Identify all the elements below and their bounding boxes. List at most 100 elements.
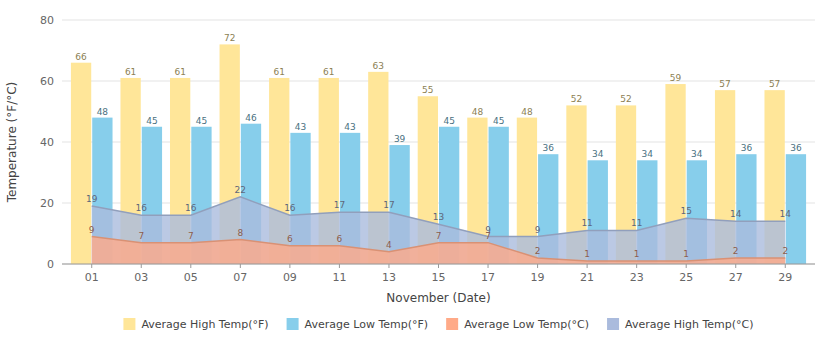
data-label: 7 bbox=[138, 231, 144, 241]
data-label: 17 bbox=[334, 200, 345, 210]
data-label: 46 bbox=[245, 113, 257, 123]
data-label: 72 bbox=[224, 33, 235, 43]
data-label: 36 bbox=[741, 143, 753, 153]
x-tick bbox=[438, 264, 439, 268]
x-tick bbox=[141, 264, 142, 268]
data-label: 43 bbox=[295, 122, 306, 132]
x-tick bbox=[735, 264, 736, 268]
x-tick-label: 01 bbox=[85, 271, 99, 284]
y-tick-label: 20 bbox=[40, 197, 54, 210]
x-tick bbox=[785, 264, 786, 268]
data-label: 39 bbox=[394, 134, 406, 144]
legend-item: Average High Temp(°C) bbox=[607, 318, 754, 331]
data-label: 57 bbox=[769, 79, 780, 89]
x-tick-label: 13 bbox=[382, 271, 396, 284]
data-label: 34 bbox=[691, 149, 703, 159]
data-label: 11 bbox=[631, 218, 642, 228]
legend-label: Average High Temp(°C) bbox=[625, 318, 754, 331]
data-label: 2 bbox=[733, 246, 739, 256]
x-tick bbox=[388, 264, 389, 268]
data-label: 15 bbox=[680, 206, 691, 216]
grid bbox=[62, 20, 815, 264]
data-label: 61 bbox=[174, 67, 185, 77]
x-tick bbox=[686, 264, 687, 268]
x-tick-label: 09 bbox=[283, 271, 297, 284]
data-label: 45 bbox=[196, 116, 207, 126]
data-label: 16 bbox=[284, 203, 296, 213]
data-label: 9 bbox=[89, 225, 95, 235]
x-tick-label: 07 bbox=[233, 271, 247, 284]
data-label: 7 bbox=[436, 231, 442, 241]
data-label: 61 bbox=[274, 67, 285, 77]
x-tick-label: 23 bbox=[630, 271, 644, 284]
data-label: 7 bbox=[188, 231, 194, 241]
x-tick-label: 03 bbox=[134, 271, 148, 284]
data-label: 43 bbox=[344, 122, 355, 132]
data-label: 1 bbox=[584, 249, 590, 259]
data-label: 36 bbox=[543, 143, 555, 153]
data-labels: 6661617261616355484852525957574845454643… bbox=[75, 33, 802, 259]
x-tick-label: 29 bbox=[778, 271, 792, 284]
data-label: 11 bbox=[581, 218, 592, 228]
data-label: 61 bbox=[323, 67, 334, 77]
legend-swatch bbox=[123, 318, 135, 330]
y-tick-label: 80 bbox=[40, 14, 54, 27]
data-label: 63 bbox=[373, 61, 384, 71]
data-label: 48 bbox=[97, 107, 109, 117]
chart: 0204060806661617261616355484852525957574… bbox=[0, 0, 830, 362]
x-tick bbox=[636, 264, 637, 268]
data-label: 55 bbox=[422, 85, 433, 95]
data-label: 13 bbox=[433, 212, 444, 222]
legend-swatch bbox=[607, 318, 619, 330]
data-label: 34 bbox=[642, 149, 654, 159]
data-label: 59 bbox=[670, 73, 682, 83]
data-label: 4 bbox=[386, 240, 392, 250]
x-tick bbox=[537, 264, 538, 268]
legend-swatch bbox=[446, 318, 458, 330]
x-tick-label: 27 bbox=[729, 271, 743, 284]
x-tick-label: 11 bbox=[332, 271, 346, 284]
data-label: 9 bbox=[535, 225, 541, 235]
x-tick bbox=[339, 264, 340, 268]
data-label: 45 bbox=[146, 116, 157, 126]
legend-label: Average High Temp(°F) bbox=[141, 318, 268, 331]
data-label: 48 bbox=[472, 107, 484, 117]
data-label: 36 bbox=[790, 143, 802, 153]
legend-swatch bbox=[287, 318, 299, 330]
data-label: 57 bbox=[719, 79, 730, 89]
legend-item: Average Low Temp(°C) bbox=[446, 318, 589, 331]
legend-label: Average Low Temp(°C) bbox=[464, 318, 589, 331]
x-tick bbox=[190, 264, 191, 268]
data-label: 17 bbox=[383, 200, 394, 210]
data-label: 1 bbox=[683, 249, 689, 259]
grid-line bbox=[62, 20, 815, 21]
data-label: 22 bbox=[235, 185, 246, 195]
x-tick bbox=[240, 264, 241, 268]
data-label: 2 bbox=[535, 246, 541, 256]
data-label: 6 bbox=[287, 234, 293, 244]
area-fill bbox=[92, 197, 786, 264]
data-label: 19 bbox=[86, 194, 98, 204]
area-fill bbox=[92, 237, 786, 264]
data-label: 61 bbox=[125, 67, 136, 77]
data-label: 8 bbox=[237, 228, 243, 238]
legend-item: Average High Temp(°F) bbox=[123, 318, 268, 331]
x-tick-label: 17 bbox=[481, 271, 495, 284]
data-label: 14 bbox=[780, 209, 792, 219]
data-label: 6 bbox=[337, 234, 343, 244]
x-tick-label: 05 bbox=[184, 271, 198, 284]
plot-area bbox=[71, 44, 806, 264]
x-tick bbox=[488, 264, 489, 268]
data-label: 45 bbox=[443, 116, 454, 126]
data-label: 16 bbox=[136, 203, 148, 213]
y-tick-label: 0 bbox=[47, 258, 54, 271]
x-tick-label: 15 bbox=[432, 271, 446, 284]
data-label: 66 bbox=[75, 52, 87, 62]
x-tick-label: 21 bbox=[580, 271, 594, 284]
x-tick-label: 19 bbox=[531, 271, 545, 284]
data-label: 1 bbox=[634, 249, 640, 259]
legend: Average High Temp(°F)Average Low Temp(°F… bbox=[123, 318, 753, 331]
y-axis-label: Temperature (°F/°C) bbox=[5, 82, 19, 204]
data-label: 2 bbox=[782, 246, 788, 256]
data-label: 14 bbox=[730, 209, 742, 219]
